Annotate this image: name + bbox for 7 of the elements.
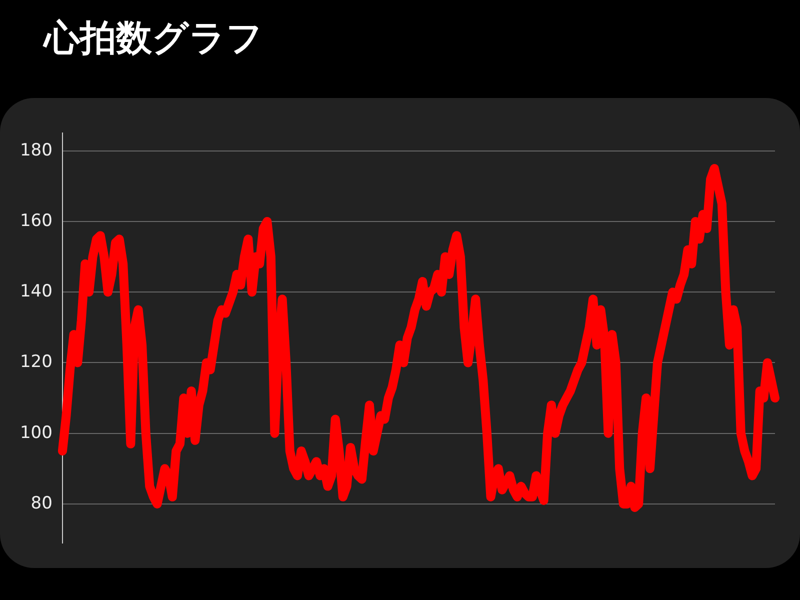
y-tick-label: 160 — [20, 210, 52, 231]
y-tick-label: 120 — [20, 352, 52, 372]
y-tick-label: 180 — [20, 140, 52, 160]
chart-title: 心拍数グラフ — [44, 17, 263, 61]
y-tick-label: 80 — [30, 493, 52, 514]
y-tick-label: 100 — [20, 422, 52, 443]
y-tick-label: 140 — [20, 282, 52, 302]
